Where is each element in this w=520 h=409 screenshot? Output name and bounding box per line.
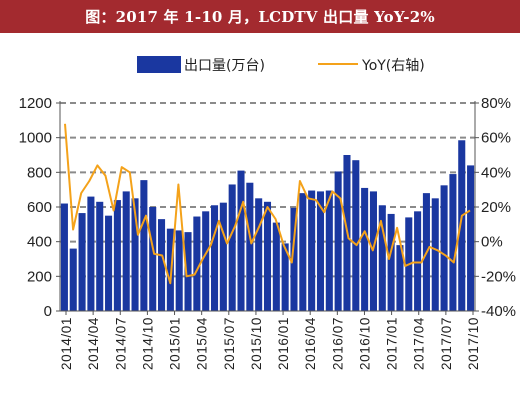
x-tick-label: 2016/07 — [330, 317, 345, 370]
bar — [105, 215, 113, 311]
bar — [299, 193, 307, 311]
yoy-line-series — [64, 123, 471, 285]
bar — [449, 174, 457, 311]
left-axis-ticks: 0 200 400 600 800 1000 1200 — [19, 95, 60, 320]
left-tick-label: 1000 — [19, 130, 52, 147]
yoy-line — [64, 123, 471, 285]
bar — [219, 202, 227, 311]
left-tick-label: 800 — [27, 164, 52, 181]
legend-bar-label: 出口量(万台) — [184, 58, 265, 74]
left-tick-label: 1200 — [19, 95, 52, 112]
bar — [325, 190, 333, 311]
bar — [272, 222, 280, 311]
left-tick-label: 400 — [27, 234, 52, 251]
chart-canvas: 出口量(万台) YoY(右轴) 0 200 400 600 800 1000 1200 -4… — [19, 56, 516, 370]
bar — [396, 245, 404, 311]
bar — [122, 191, 130, 311]
x-tick-label: 2017/01 — [385, 317, 400, 370]
bar — [414, 211, 422, 311]
x-tick-label: 2015/01 — [168, 317, 183, 370]
legend-line-label: YoY(右轴) — [361, 58, 425, 74]
bar — [334, 171, 342, 311]
x-tick-label: 2015/10 — [249, 317, 264, 370]
right-axis-ticks: -40% -20% 0% 20% 40% 60% 80% — [475, 95, 516, 320]
x-tick-label: 2016/10 — [357, 317, 372, 370]
bar — [193, 216, 201, 311]
bar — [255, 198, 263, 311]
bar — [281, 243, 289, 311]
bar — [69, 248, 77, 311]
bar — [96, 201, 104, 311]
bar — [467, 165, 475, 311]
legend-bar-swatch — [137, 56, 181, 73]
bar — [361, 187, 369, 311]
bar — [237, 170, 245, 311]
bar — [387, 213, 395, 311]
x-tick-label: 2017/07 — [439, 317, 454, 370]
bar — [290, 207, 298, 311]
right-tick-label: 20% — [481, 199, 511, 216]
bar — [158, 219, 166, 311]
bar — [131, 198, 139, 311]
bar — [113, 200, 121, 311]
right-tick-label: -20% — [481, 268, 516, 285]
bar — [78, 213, 86, 311]
bar — [378, 205, 386, 311]
right-tick-label: 60% — [481, 130, 511, 147]
bar — [316, 191, 325, 311]
bar — [308, 190, 316, 311]
x-tick-label: 2014/01 — [59, 317, 74, 370]
x-tick-label: 2014/04 — [86, 317, 101, 370]
bar — [184, 232, 192, 311]
bar-series — [60, 140, 475, 311]
x-tick-label: 2016/04 — [303, 317, 318, 370]
bar — [440, 185, 448, 311]
x-tick-label: 2014/10 — [140, 317, 155, 370]
bar — [458, 140, 466, 311]
bar — [352, 160, 360, 311]
x-tick-label: 2017/04 — [412, 317, 427, 370]
right-tick-label: 0% — [481, 234, 503, 251]
bar — [60, 203, 68, 311]
bar — [175, 230, 183, 311]
x-tick-label: 2014/07 — [113, 317, 128, 370]
bar — [202, 211, 210, 311]
bar — [149, 207, 157, 311]
right-tick-label: 80% — [481, 95, 511, 112]
left-tick-label: 0 — [44, 303, 52, 320]
right-tick-label: 40% — [481, 164, 511, 181]
left-tick-label: 600 — [27, 199, 52, 216]
x-axis-ticks: 2014/01 2014/04 2014/07 2014/10 2015/01 2015/… — [59, 311, 481, 370]
legend: 出口量(万台) YoY(右轴) — [137, 56, 425, 74]
bar — [166, 228, 174, 311]
bar — [228, 184, 236, 311]
right-tick-label: -40% — [481, 303, 516, 320]
bar — [369, 191, 377, 311]
x-tick-label: 2016/01 — [276, 317, 291, 370]
chart-title: 图：2017 年 1-10 月，LCDTV 出口量 YoY-2% — [0, 0, 520, 33]
bar — [140, 180, 148, 311]
bar — [210, 205, 219, 311]
bar — [87, 196, 95, 311]
x-tick-label: 2017/10 — [466, 317, 481, 370]
bar — [431, 198, 439, 311]
left-tick-label: 200 — [27, 268, 52, 285]
x-tick-label: 2015/04 — [195, 317, 210, 370]
bar — [246, 182, 254, 311]
x-tick-label: 2015/07 — [222, 317, 237, 370]
bar — [263, 201, 272, 311]
